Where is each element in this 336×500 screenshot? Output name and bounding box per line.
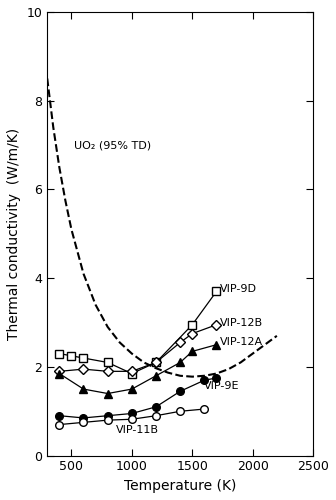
Text: VIP-12B: VIP-12B — [220, 318, 263, 328]
Text: VIP-9E: VIP-9E — [204, 380, 240, 390]
Text: VIP-12A: VIP-12A — [220, 338, 263, 347]
Text: VIP-11B: VIP-11B — [116, 425, 159, 435]
X-axis label: Temperature (K): Temperature (K) — [124, 479, 236, 493]
Text: UO₂ (95% TD): UO₂ (95% TD) — [74, 140, 151, 150]
Text: VIP-9D: VIP-9D — [220, 284, 257, 294]
Y-axis label: Thermal conductivity  (W/m/K): Thermal conductivity (W/m/K) — [7, 128, 21, 340]
